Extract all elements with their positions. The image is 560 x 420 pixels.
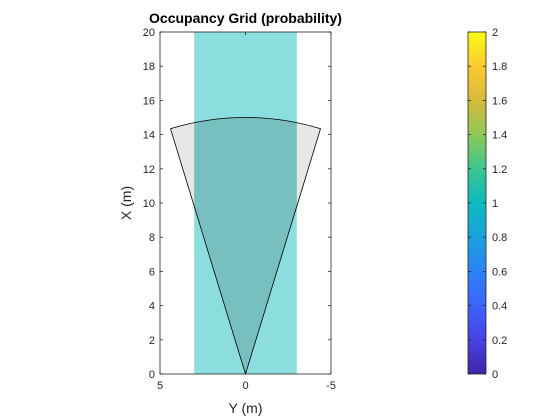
y-tick-label: 16 <box>143 95 155 107</box>
colorbar-tick-label: 0.8 <box>492 232 507 244</box>
chart-title: Occupancy Grid (probability) <box>149 10 342 26</box>
colorbar: 0 0.2 0.4 0.6 0.8 1 1.2 1.4 1.6 1.8 2 <box>467 27 507 381</box>
y-axis-label: X (m) <box>118 186 134 220</box>
y-tick-label: 6 <box>149 266 155 278</box>
y-tick-label: 2 <box>149 335 155 347</box>
y-tick-label: 18 <box>143 61 155 73</box>
x-axis-label: Y (m) <box>229 400 263 416</box>
colorbar-tick-label: 0.6 <box>492 266 507 278</box>
x-tick-label: 0 <box>242 380 248 392</box>
colorbar-tick-label: 1.6 <box>492 95 507 107</box>
sensor-overlap <box>194 117 297 374</box>
sensor-sector-outline <box>170 117 321 376</box>
colorbar-tick-label: 1.4 <box>492 130 507 142</box>
colorbar-tick-label: 0 <box>492 369 498 381</box>
colorbar-tick-label: 0.4 <box>492 301 507 313</box>
y-tick-label: 4 <box>149 301 155 313</box>
y-tick-label: 10 <box>143 198 155 210</box>
x-tick-label: -5 <box>326 380 336 392</box>
x-tick-label: 5 <box>157 380 163 392</box>
y-tick-label: 14 <box>143 130 155 142</box>
colorbar-tick-label: 0.2 <box>492 335 507 347</box>
colorbar-tick-label: 1.2 <box>492 164 507 176</box>
y-tick-label: 0 <box>149 369 155 381</box>
y-tick-label: 12 <box>143 164 155 176</box>
colorbar-tick-label: 2 <box>492 27 498 39</box>
colorbar-tick-label: 1.8 <box>492 61 507 73</box>
colorbar-tick-label: 1 <box>492 198 498 210</box>
y-tick-label: 20 <box>143 27 155 39</box>
y-tick-label: 8 <box>149 232 155 244</box>
